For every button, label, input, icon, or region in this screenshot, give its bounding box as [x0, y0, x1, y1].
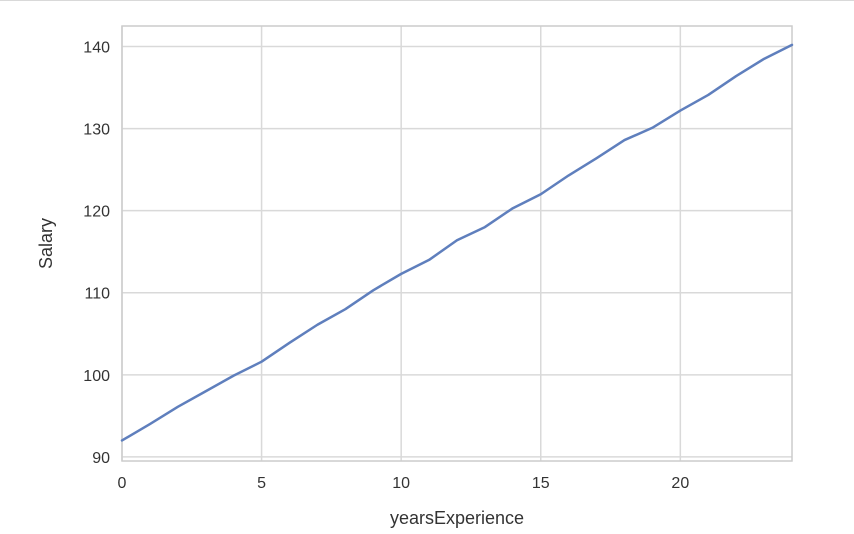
- y-tick-label: 140: [83, 40, 110, 57]
- grid-lines: [121, 26, 792, 461]
- y-axis-title: Salary: [36, 218, 56, 269]
- y-tick-label: 110: [84, 286, 110, 303]
- x-tick-label: 5: [257, 475, 266, 492]
- y-tick-label: 120: [83, 204, 110, 221]
- y-tick-label: 130: [83, 122, 110, 139]
- x-tick-label: 20: [671, 475, 689, 492]
- x-axis-ticks: 0 5 10 15 20: [118, 475, 690, 492]
- x-tick-label: 0: [118, 475, 127, 492]
- y-tick-label: 100: [83, 368, 110, 385]
- plot-frame: [121, 25, 793, 462]
- y-axis-ticks: 90 100 110 120 130 140: [83, 40, 110, 467]
- y-tick-label: 90: [92, 450, 110, 467]
- plot-area: [122, 26, 792, 461]
- axes-border: [121, 25, 793, 462]
- x-tick-label: 10: [392, 475, 410, 492]
- top-divider: [0, 0, 854, 1]
- series-line: [120, 43, 794, 442]
- x-axis-title: yearsExperience: [390, 508, 524, 528]
- series-layer: [120, 43, 794, 442]
- x-tick-label: 15: [532, 475, 550, 492]
